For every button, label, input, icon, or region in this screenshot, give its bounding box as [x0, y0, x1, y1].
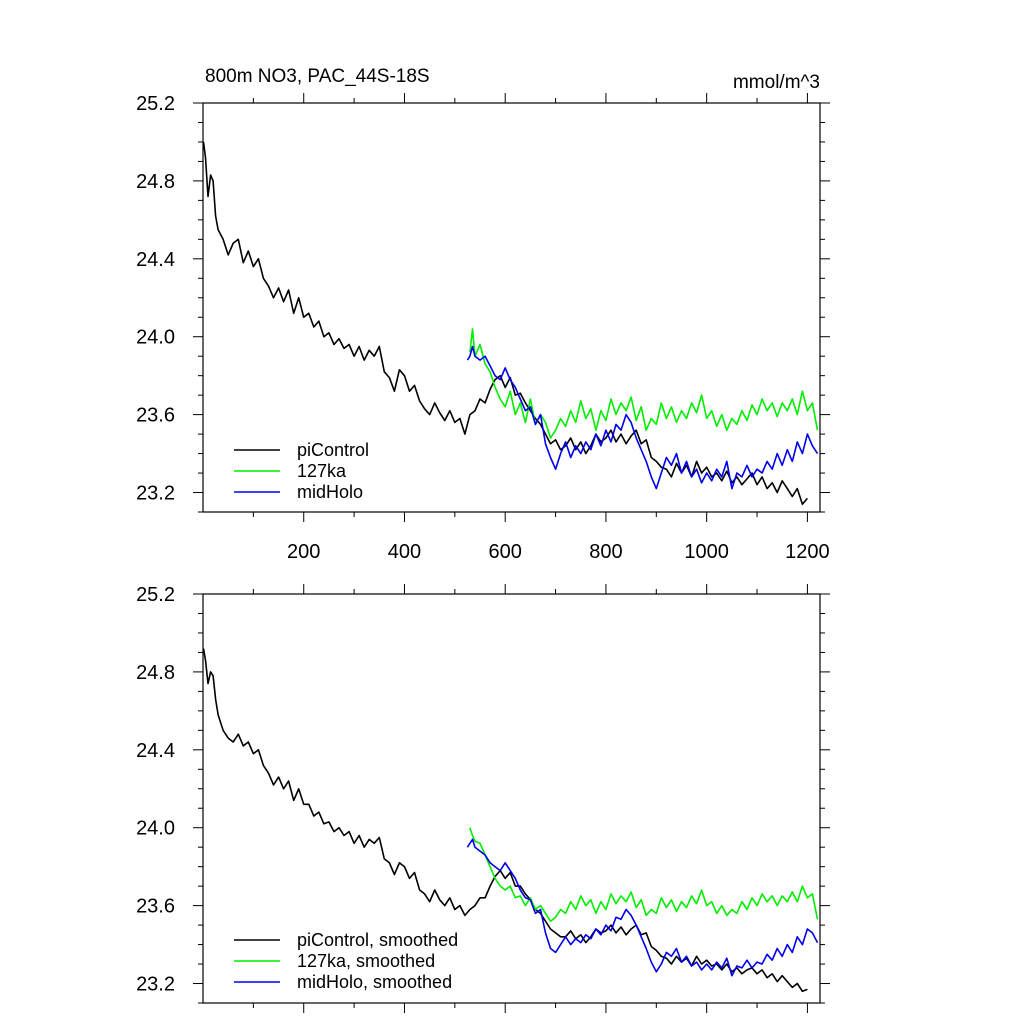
y-tick-label: 24.0 [136, 818, 175, 840]
x-tick-label: 800 [589, 541, 622, 563]
x-tick-label: 600 [489, 541, 522, 563]
y-tick-label: 25.2 [136, 93, 175, 115]
title-right: mmol/m^3 [733, 72, 820, 93]
y-tick-label: 24.8 [136, 662, 175, 684]
plot-frame [202, 102, 821, 513]
plot-frame [202, 593, 821, 1004]
legend-label: midHolo, smoothed [297, 972, 452, 992]
x-tick-label: 400 [388, 541, 421, 563]
legend-label: piControl [297, 440, 369, 460]
title-left: 800m NO3, PAC_44S-18S [205, 66, 430, 87]
y-tick-label: 23.2 [136, 483, 175, 505]
series-line [202, 648, 808, 993]
legend-label: midHolo [297, 482, 363, 502]
series-line [466, 345, 819, 490]
top-panel: 23.2 23.6 24.0 24.4 24.8 25.2 200 400 600 800 1000… [136, 93, 830, 563]
y-tick-label: 24.4 [136, 740, 175, 762]
y-tick-label: 23.6 [136, 896, 175, 918]
x-tick-label: 1200 [785, 541, 830, 563]
y-tick-label: 24.8 [136, 171, 175, 193]
series-line [469, 827, 819, 923]
series-line [202, 141, 809, 506]
legend-label: 127ka [297, 461, 347, 481]
series-line [469, 328, 819, 439]
y-tick-label: 24.4 [136, 249, 175, 271]
x-tick-label: 200 [287, 541, 320, 563]
series-line [466, 838, 819, 977]
y-tick-label: 25.2 [136, 584, 175, 606]
y-tick-label: 23.6 [136, 405, 175, 427]
y-tick-label: 23.2 [136, 974, 175, 996]
y-tick-label: 24.0 [136, 327, 175, 349]
legend-label: 127ka, smoothed [297, 951, 435, 971]
bottom-panel: 23.2 23.6 24.0 24.4 24.8 25.2 piControl, smoot… [136, 584, 830, 1013]
legend-label: piControl, smoothed [297, 930, 458, 950]
x-tick-label: 1000 [684, 541, 729, 563]
